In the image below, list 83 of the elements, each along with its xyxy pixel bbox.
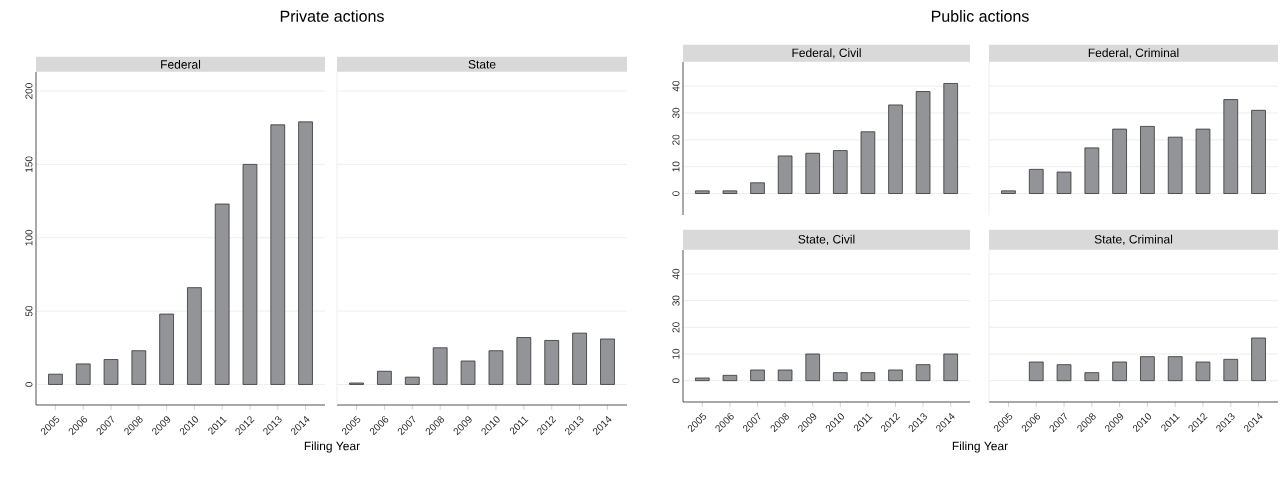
bar bbox=[1223, 99, 1239, 194]
chart-subtitle: Federal, Criminal bbox=[1088, 48, 1179, 59]
bar bbox=[103, 359, 119, 385]
bar bbox=[488, 350, 504, 385]
bar bbox=[432, 347, 448, 385]
bar bbox=[1140, 356, 1155, 382]
bar bbox=[1223, 358, 1239, 382]
bar bbox=[750, 182, 765, 194]
bar bbox=[915, 364, 931, 382]
y-tick-label: 10 bbox=[672, 161, 680, 172]
bar bbox=[1167, 356, 1183, 382]
bar bbox=[888, 369, 903, 382]
bar bbox=[833, 150, 848, 194]
bar bbox=[187, 287, 202, 385]
chart-subtitle: Federal, Civil bbox=[792, 48, 861, 59]
chart-subtitle: State, Criminal bbox=[1094, 234, 1173, 245]
x-axis-title: Filing Year bbox=[952, 441, 1008, 453]
bar bbox=[722, 374, 738, 382]
y-tick-label: 200 bbox=[25, 83, 33, 99]
bar bbox=[805, 152, 820, 194]
y-tick-label: 40 bbox=[672, 268, 680, 280]
bar bbox=[943, 353, 958, 382]
bar bbox=[722, 190, 738, 194]
chart-title: Public actions bbox=[931, 10, 1029, 22]
bar bbox=[242, 164, 258, 385]
y-tick-label: 0 bbox=[672, 378, 680, 384]
bar bbox=[1028, 361, 1044, 382]
y-tick-label: 10 bbox=[672, 348, 680, 359]
bar bbox=[1167, 136, 1183, 194]
chart-title: Private actions bbox=[280, 10, 384, 22]
bar bbox=[48, 373, 63, 385]
chart-subtitle: State, Civil bbox=[798, 234, 855, 245]
x-axis-title: Filing Year bbox=[304, 441, 360, 453]
bar bbox=[860, 131, 876, 194]
bar bbox=[75, 363, 91, 385]
bar bbox=[1056, 364, 1072, 382]
y-tick-label: 20 bbox=[672, 322, 680, 333]
bar bbox=[1195, 128, 1211, 194]
bar bbox=[1140, 126, 1155, 194]
bar bbox=[1112, 361, 1127, 382]
y-tick-label: 0 bbox=[25, 382, 33, 387]
bar bbox=[1251, 337, 1266, 382]
bar bbox=[159, 313, 174, 385]
bar bbox=[544, 340, 560, 385]
bar bbox=[377, 370, 392, 385]
bar bbox=[1001, 190, 1016, 194]
bar bbox=[888, 104, 903, 194]
bar bbox=[404, 376, 420, 385]
bar bbox=[695, 190, 710, 194]
bar bbox=[777, 155, 793, 194]
bar bbox=[750, 369, 765, 382]
bar bbox=[695, 377, 710, 382]
chart-subtitle: State bbox=[468, 60, 496, 69]
y-tick-label: 0 bbox=[672, 191, 680, 196]
bar bbox=[833, 372, 848, 382]
bar bbox=[214, 203, 230, 385]
bar bbox=[1084, 372, 1100, 382]
bar bbox=[943, 83, 958, 194]
bar bbox=[460, 360, 476, 385]
bar bbox=[131, 350, 147, 385]
bar bbox=[1084, 147, 1100, 194]
bar bbox=[1028, 168, 1044, 194]
bar bbox=[1056, 171, 1072, 194]
bar bbox=[572, 332, 587, 385]
y-tick-label: 20 bbox=[672, 134, 680, 145]
bar bbox=[1112, 128, 1127, 194]
bar bbox=[1251, 109, 1266, 194]
bar bbox=[860, 372, 876, 382]
bar bbox=[600, 338, 615, 385]
y-tick-label: 50 bbox=[25, 305, 33, 317]
y-tick-label: 30 bbox=[672, 107, 680, 119]
y-tick-label: 100 bbox=[25, 229, 33, 246]
bar bbox=[298, 121, 313, 385]
bar bbox=[777, 369, 793, 382]
chart-subtitle: Federal bbox=[161, 59, 201, 69]
y-tick-label: 150 bbox=[25, 156, 33, 172]
bar bbox=[805, 353, 820, 382]
bar bbox=[270, 124, 286, 385]
y-tick-label: 40 bbox=[672, 80, 680, 92]
bar bbox=[516, 337, 532, 385]
y-tick-label: 30 bbox=[672, 295, 680, 306]
bar bbox=[1195, 361, 1211, 382]
bar bbox=[915, 91, 931, 194]
